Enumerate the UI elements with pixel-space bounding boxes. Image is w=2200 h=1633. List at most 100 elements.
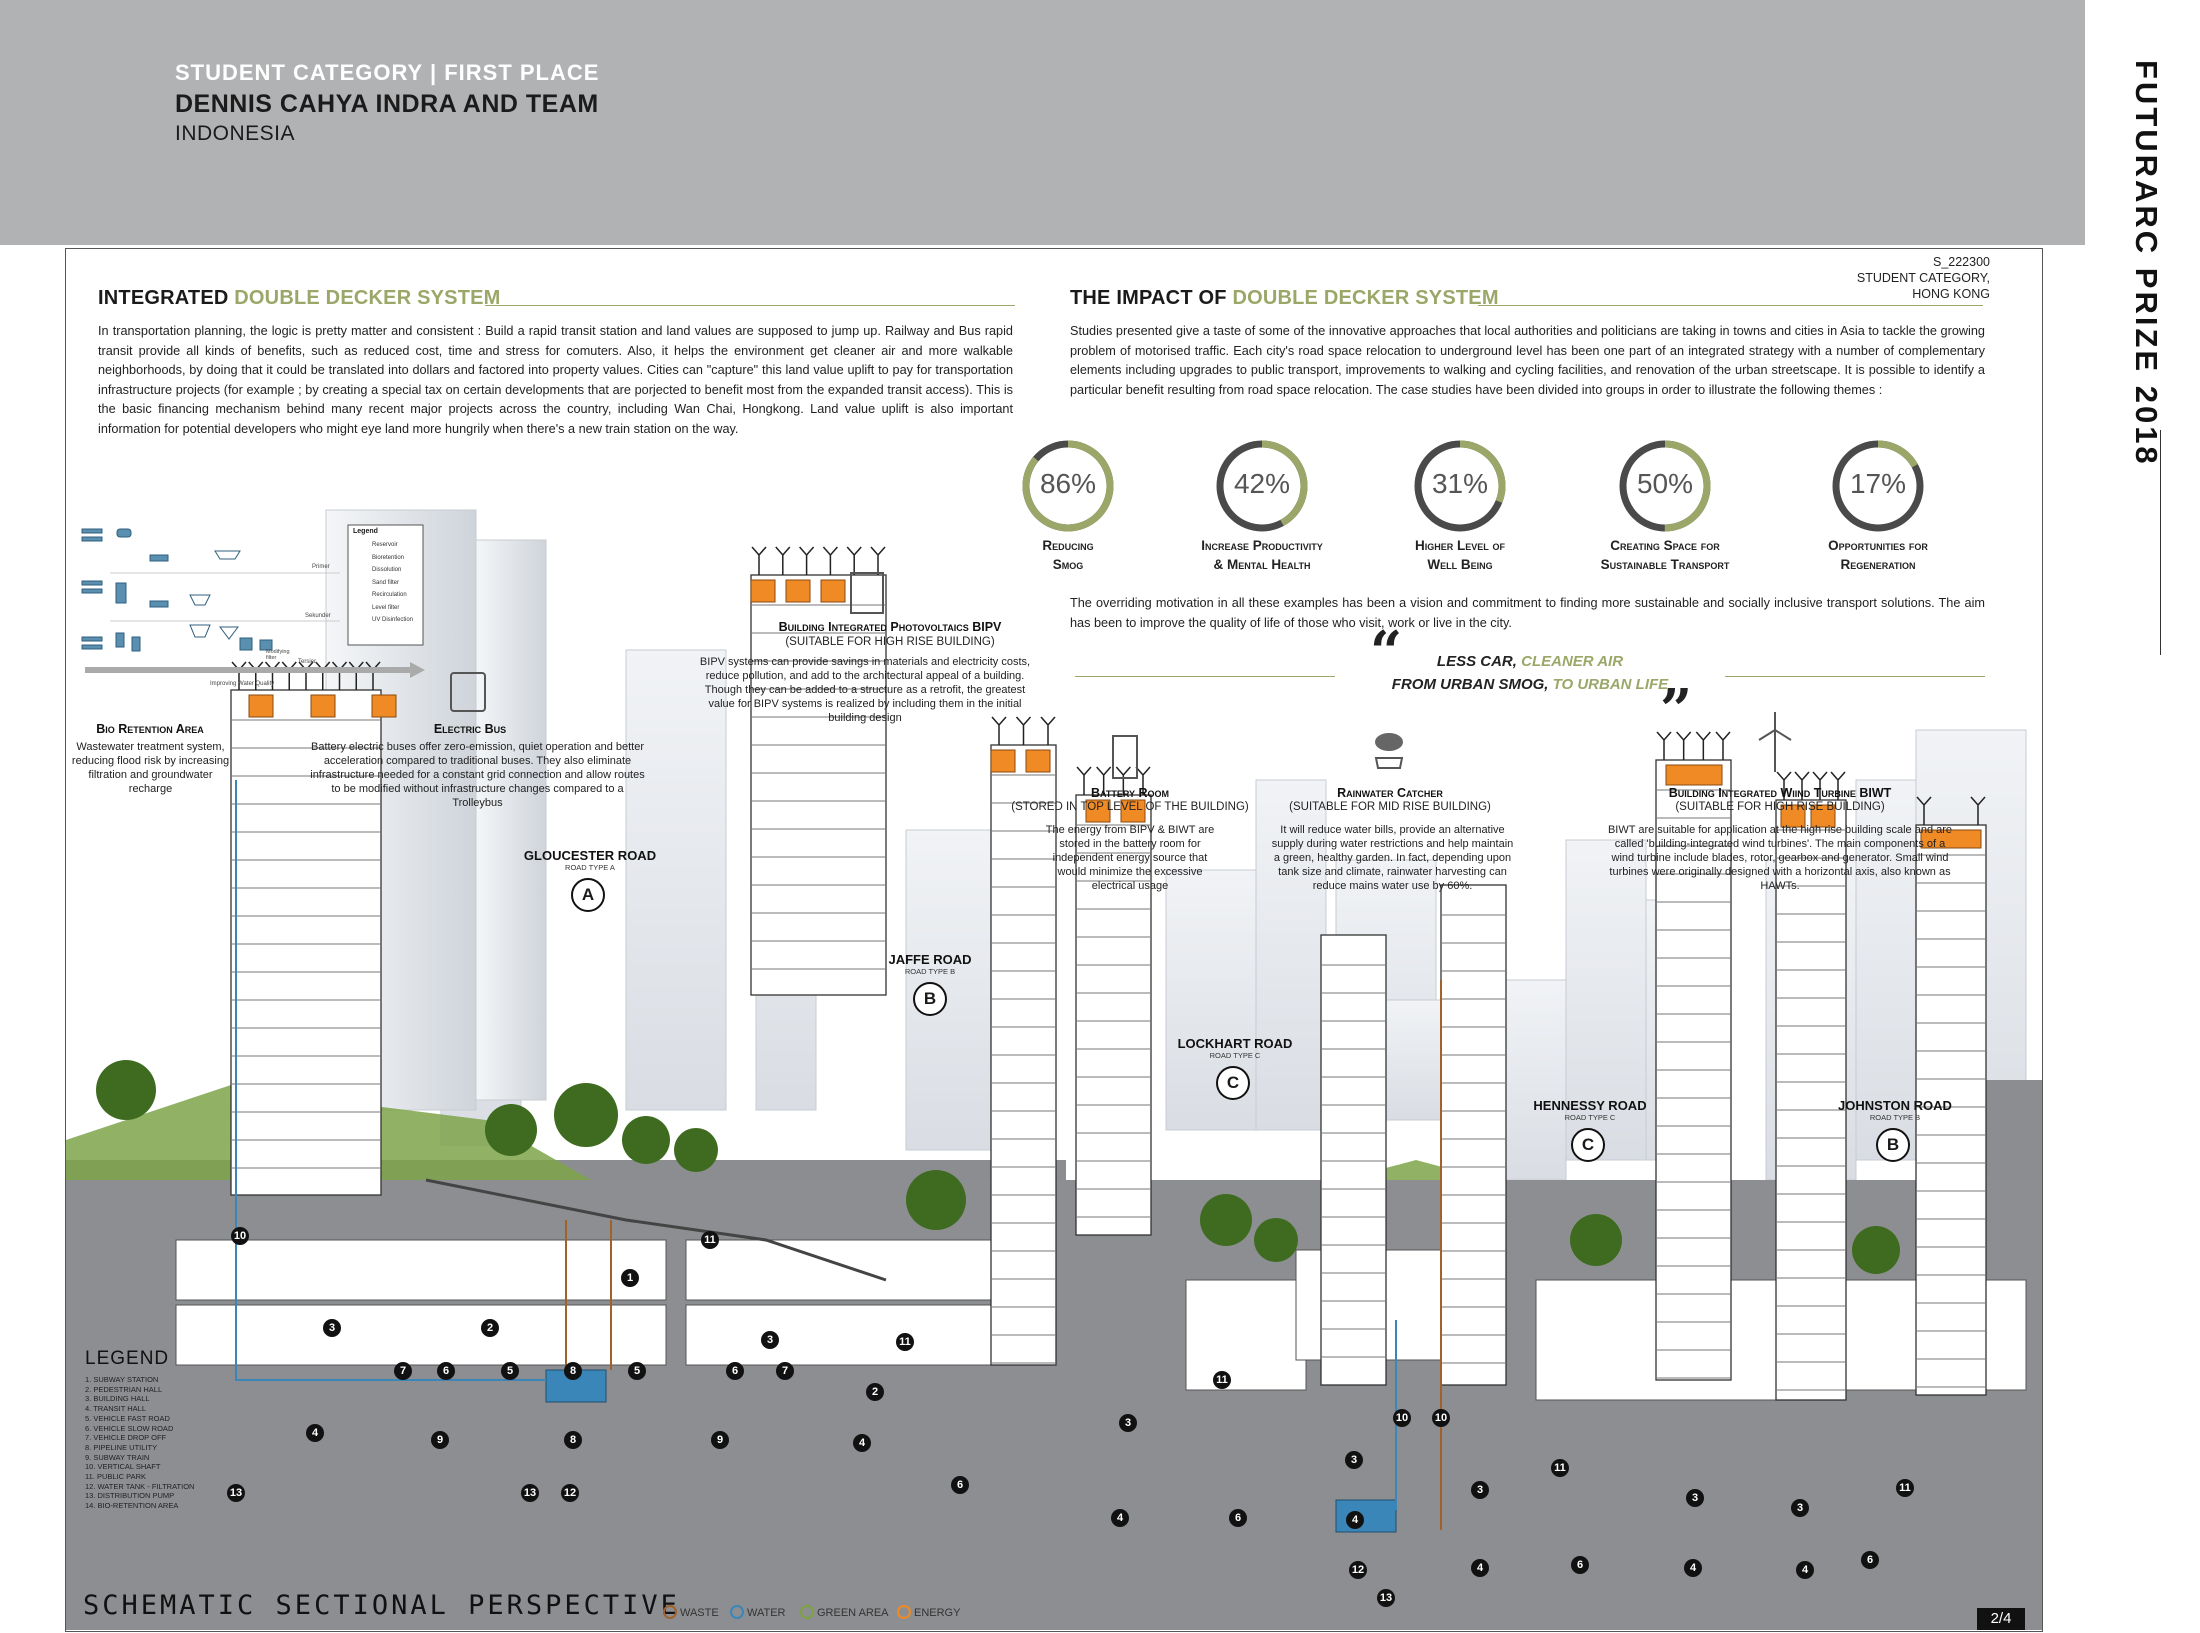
number-marker: 4 [1684, 1559, 1702, 1577]
road-type-badge: C [1571, 1128, 1605, 1162]
number-marker: 6 [951, 1476, 969, 1494]
legend-title: LEGEND [85, 1348, 170, 1369]
content-frame [65, 248, 2043, 1632]
gauge-caption-line-1: Reducing [1042, 538, 1094, 553]
quote-rule-right [1725, 676, 1985, 677]
quote-line-1: LESS CAR, CLEANER AIR [1340, 650, 1720, 673]
category-prefix: STUDENT CATEGORY | [175, 60, 445, 85]
legend-item: 2. PEDESTRIAN HALL [85, 1384, 163, 1394]
color-key-label: GREEN AREA [817, 1607, 889, 1619]
color-key-swatch [730, 1605, 744, 1619]
stage-sekunder: Sekunder [305, 613, 331, 619]
gauge-fill-arc [1022, 440, 1114, 532]
section-buildings [230, 574, 1987, 1401]
number-marker: 11 [1551, 1459, 1569, 1477]
road-type-badge: B [1876, 1128, 1910, 1162]
gauge-fill-arc [1216, 440, 1308, 532]
gauge-value: 31% [1431, 468, 1489, 499]
left-section-body: In transportation planning, the logic is… [98, 324, 1013, 436]
number-marker: 10 [1393, 1409, 1411, 1427]
number-marker: 1 [621, 1269, 639, 1287]
number-marker: 4 [853, 1434, 871, 1452]
number-marker: 9 [431, 1431, 449, 1449]
biwt-subtitle: (SUITABLE FOR HIGH RISE BUILDING) [1675, 801, 1885, 813]
bipv-subtitle: (SUITABLE FOR HIGH RISE BUILDING) [785, 636, 995, 648]
number-marker: 3 [761, 1331, 779, 1349]
legend-item: 13. DISTRIBUTION PUMP [85, 1491, 175, 1501]
elevated-road [425, 1178, 887, 1282]
water-legend-box [347, 524, 424, 646]
color-key-swatch [663, 1605, 677, 1619]
improving-water-quality-label: Improving Water Quality [210, 681, 275, 687]
number-marker: 13 [1377, 1589, 1395, 1607]
water-legend-item: Reservoir [372, 542, 398, 548]
number-marker: 9 [711, 1431, 729, 1449]
water-diagram-drawing [81, 524, 425, 678]
prize-title: FUTURARC PRIZE 2018 [2129, 60, 2164, 467]
electric-bus-body: Battery electric buses offer zero-emissi… [310, 741, 645, 809]
gauge-caption: Increase Productivity & Mental Health [1162, 536, 1362, 574]
color-key-item: WASTE [663, 1605, 719, 1619]
gauge-4: 50% [1617, 438, 1713, 534]
header-band [0, 0, 2085, 245]
gauge-value: 86% [1039, 468, 1097, 499]
battery-room-blocks [248, 579, 1982, 849]
number-marker: 12 [1349, 1561, 1367, 1579]
road-name: HENNESSY ROAD [1533, 1098, 1647, 1113]
page-number: 2/4 [1977, 1608, 2025, 1630]
right-section-body: Studies presented give a taste of some o… [1070, 324, 1985, 397]
water-legend-item: UV Disinfection [372, 617, 414, 623]
number-marker: 6 [1229, 1509, 1247, 1527]
legend-item: 9. SUBWAY TRAIN [85, 1452, 150, 1462]
trees [96, 1060, 1900, 1274]
road-name: JAFFE ROAD [888, 952, 972, 967]
category-place: FIRST PLACE [444, 60, 600, 85]
rainwater-subtitle: (SUITABLE FOR MID RISE BUILDING) [1289, 801, 1491, 813]
number-marker: 2 [481, 1319, 499, 1337]
water-legend-item: Recirculation [372, 592, 407, 598]
gauge-caption-line-2: & Mental Health [1213, 557, 1311, 572]
entry-category: STUDENT CATEGORY, HONG KONG [1856, 271, 1990, 301]
number-marker: 3 [1471, 1481, 1489, 1499]
number-marker: 6 [1861, 1551, 1879, 1569]
legend-item: 14. BIO-RETENTION AREA [85, 1501, 179, 1511]
color-key-swatch [800, 1605, 814, 1619]
quote-line-1b: CLEANER AIR [1521, 653, 1624, 670]
legend-item: 12. WATER TANK - FILTRATION [85, 1481, 195, 1491]
gauge-value: 50% [1636, 468, 1694, 499]
bipv-title: Building Integrated Photovoltaics BIPV [778, 620, 1002, 634]
gauge-caption-line-1: Opportunities for [1828, 538, 1928, 553]
number-marker: 10 [1432, 1409, 1450, 1427]
stage-modifying-filter: Modifying filter [266, 649, 290, 661]
number-marker: 5 [628, 1362, 646, 1380]
gauge-caption-line-2: Smog [1052, 557, 1084, 572]
rainwater-body: It will reduce water bills, provide an a… [1271, 824, 1514, 892]
color-key-item: ENERGY [897, 1605, 960, 1619]
gauge-caption: Higher Level of Well Being [1360, 536, 1560, 574]
solar-panel-icon [850, 572, 884, 614]
road-type-badge: B [913, 982, 947, 1016]
bipv-body: BIPV systems can provide savings in mate… [699, 656, 1031, 724]
number-marker: 6 [1571, 1556, 1589, 1574]
gauge-caption: Creating Space for Sustainable Transport [1565, 536, 1765, 574]
stage-primer: Primer [312, 564, 330, 570]
left-title-accent: DOUBLE DECKER SYSTEM [234, 287, 501, 309]
water-legend-item: Level filter [372, 604, 400, 611]
gauge-caption-line-1: Higher Level of [1414, 538, 1505, 553]
battery-room-body: The energy from BIPV & BIWT are stored i… [1045, 824, 1215, 892]
color-key-label: ENERGY [914, 1607, 961, 1619]
number-marker: 4 [306, 1424, 324, 1442]
schematic-title: SCHEMATIC SECTIONAL PERSPECTIVE [83, 1590, 680, 1621]
rain-cloud-icon [1372, 730, 1406, 770]
gauge-caption: Opportunities for Regeneration [1778, 536, 1978, 574]
quote-line-2: FROM URBAN SMOG, TO URBAN LIFE [1340, 673, 1720, 696]
number-marker: 6 [437, 1362, 455, 1380]
quote-open-mark: “ [1370, 619, 1403, 685]
color-key-item: WATER [730, 1605, 786, 1619]
gauge-caption-line-1: Increase Productivity [1201, 538, 1323, 553]
number-marker: 11 [1896, 1479, 1914, 1497]
category-line: STUDENT CATEGORY | FIRST PLACE [175, 60, 599, 86]
number-marker: 2 [866, 1383, 884, 1401]
stage-tersier: Tersier [298, 659, 317, 665]
water-legend-item: Bioretention [372, 554, 405, 561]
